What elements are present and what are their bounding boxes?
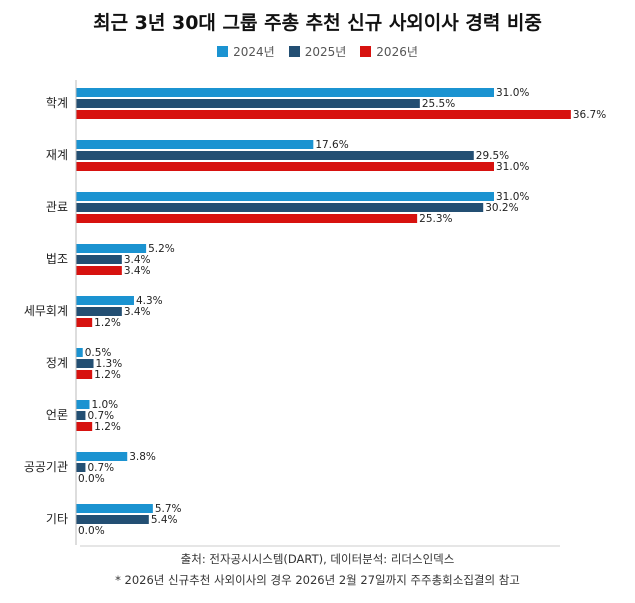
data-label: 0.5% <box>85 347 112 359</box>
legend-item-2024: 2024년 <box>217 43 275 60</box>
data-label: 29.5% <box>476 150 509 162</box>
bar-2024년-정계 <box>76 348 83 357</box>
legend-label: 2024년 <box>233 45 275 59</box>
bar-2024년-세무회계 <box>76 296 134 305</box>
data-label: 3.8% <box>129 451 156 463</box>
bar-2025년-세무회계 <box>76 307 122 316</box>
source-text: 출처: 전자공시시스템(DART), 데이터분석: 리더스인덱스 <box>180 552 455 566</box>
data-label: 17.6% <box>315 139 348 151</box>
data-label: 3.4% <box>124 265 151 277</box>
bar-2025년-공공기관 <box>76 463 86 472</box>
data-label: 30.2% <box>485 202 518 214</box>
data-label: 1.3% <box>96 358 123 370</box>
legend-swatch <box>217 46 229 57</box>
legend-swatch <box>288 46 300 57</box>
data-label: 1.2% <box>94 421 121 433</box>
data-label: 0.7% <box>87 410 114 422</box>
category-label: 언론 <box>46 408 68 422</box>
bar-2024년-공공기관 <box>76 452 128 461</box>
bar-2025년-학계 <box>76 99 420 108</box>
category-label: 기타 <box>46 512 68 526</box>
bar-2026년-법조 <box>76 266 122 275</box>
category-label: 학계 <box>46 96 68 110</box>
bar-2024년-언론 <box>76 400 90 409</box>
bar-2026년-관료 <box>76 214 418 223</box>
bar-2026년-학계 <box>76 110 571 119</box>
bar-2024년-법조 <box>76 244 147 253</box>
bar-2025년-기타 <box>76 515 149 524</box>
data-label: 0.0% <box>78 473 105 485</box>
data-label: 1.2% <box>94 369 121 381</box>
bar-2024년-학계 <box>76 88 494 97</box>
data-label: 25.3% <box>419 213 452 225</box>
category-label: 재계 <box>46 148 68 162</box>
legend: 2024년 2025년 2026년 <box>0 43 635 60</box>
bar-2025년-언론 <box>76 411 86 420</box>
data-label: 3.4% <box>124 254 151 266</box>
legend-label: 2026년 <box>376 45 418 59</box>
bar-2025년-재계 <box>76 151 474 160</box>
bar-2026년-세무회계 <box>76 318 93 327</box>
data-label: 5.4% <box>151 514 178 526</box>
category-label: 법조 <box>46 252 68 266</box>
data-label: 31.0% <box>496 191 529 203</box>
data-label: 0.0% <box>78 525 105 537</box>
bar-2026년-언론 <box>76 422 93 431</box>
data-label: 5.7% <box>155 503 182 515</box>
bar-2025년-법조 <box>76 255 122 264</box>
category-label: 공공기관 <box>24 460 68 474</box>
category-label: 관료 <box>46 200 68 214</box>
data-label: 4.3% <box>136 295 163 307</box>
bar-2024년-관료 <box>76 192 494 201</box>
bar-2024년-재계 <box>76 140 314 149</box>
data-label: 1.2% <box>94 317 121 329</box>
data-label: 1.0% <box>91 399 118 411</box>
legend-item-2025: 2025년 <box>288 43 347 60</box>
data-label: 5.2% <box>148 243 175 255</box>
footnote-text: * 2026년 신규추천 사외이사의 경우 2026년 2월 27일까지 주주총… <box>115 573 520 587</box>
legend-item-2026: 2026년 <box>360 43 418 60</box>
data-label: 36.7% <box>573 109 606 121</box>
data-label: 3.4% <box>124 306 151 318</box>
legend-label: 2025년 <box>304 45 347 59</box>
bar-2024년-기타 <box>76 504 153 513</box>
category-label: 정계 <box>46 356 68 370</box>
legend-swatch <box>360 46 372 57</box>
chart-title: 최근 3년 30대 그룹 주총 추천 신규 사외이사 경력 비중 <box>93 12 542 34</box>
bar-2025년-관료 <box>76 203 484 212</box>
category-label: 세무회계 <box>24 304 68 318</box>
bar-2026년-정계 <box>76 370 93 379</box>
bar-2026년-재계 <box>76 162 494 171</box>
bar-2025년-정계 <box>76 359 94 368</box>
data-label: 31.0% <box>496 87 529 99</box>
data-label: 0.7% <box>87 462 114 474</box>
data-label: 25.5% <box>422 98 455 110</box>
data-label: 31.0% <box>496 161 529 173</box>
